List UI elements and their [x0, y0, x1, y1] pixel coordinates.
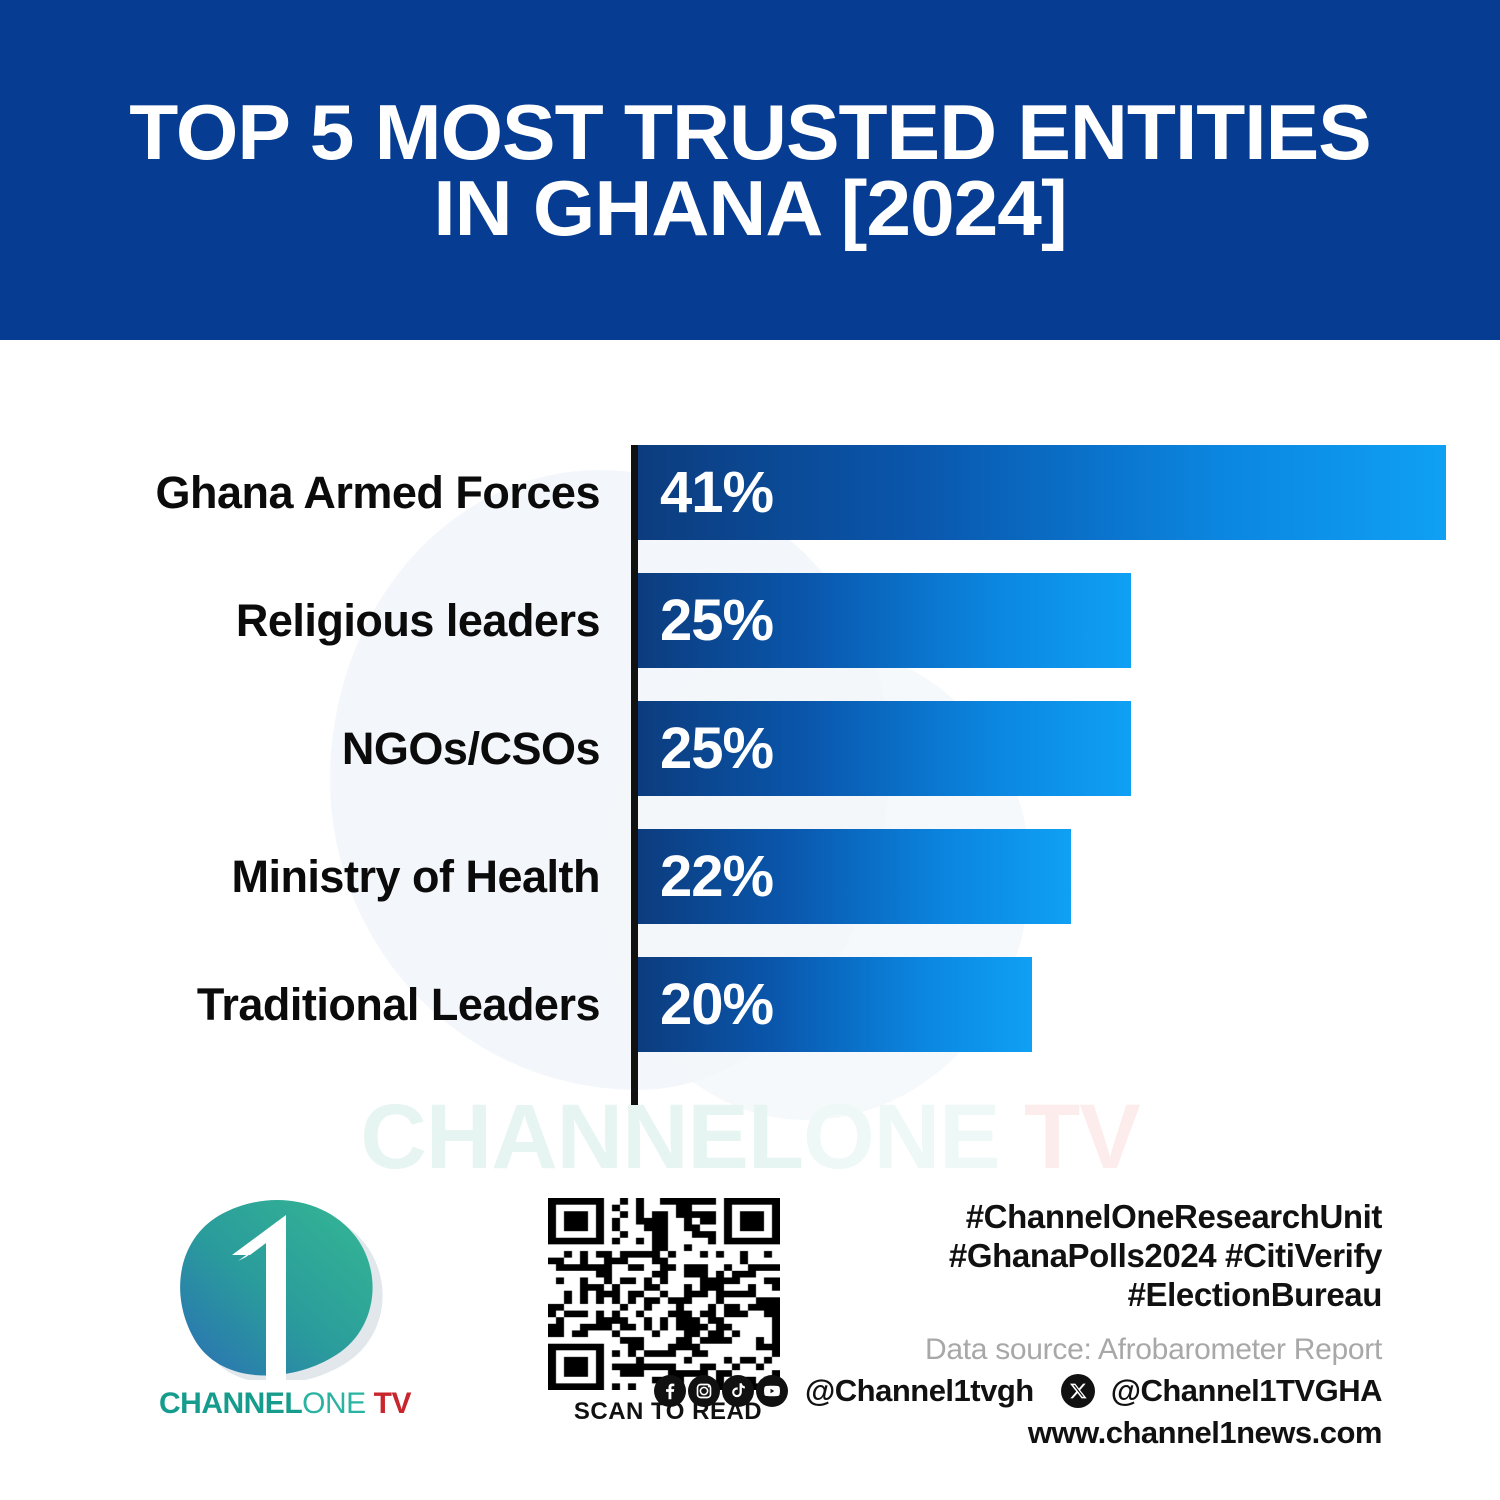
- bar-religious-leaders: 25%: [638, 573, 1131, 668]
- bar-traditional-leaders: 20%: [638, 957, 1032, 1052]
- bar-ngos-csos: 25%: [638, 701, 1131, 796]
- wordmark-tv: TV: [373, 1387, 412, 1420]
- footer-info-block: #ChannelOneResearchUnit #GhanaPolls2024 …: [654, 1198, 1383, 1451]
- bar-value-label: 25%: [660, 587, 774, 653]
- bar-category-label: Religious leaders: [235, 594, 601, 646]
- bar-value-label: 25%: [660, 715, 774, 781]
- watermark-channel-text: CHANNEL: [360, 1086, 804, 1188]
- bar-chart-row: Religious leaders 25%: [0, 573, 1500, 668]
- watermark-one-text: ONE: [803, 1086, 1000, 1188]
- bar-ministry-of-health: 22%: [638, 829, 1071, 924]
- watermark-tv-text: TV: [999, 1086, 1141, 1188]
- bar-category-label: Traditional Leaders: [196, 978, 601, 1030]
- hashtag-line-2: #GhanaPolls2024 #CitiVerify: [948, 1236, 1382, 1274]
- data-source-text: Data source: Afrobarometer Report: [925, 1332, 1382, 1366]
- x-twitter-icon[interactable]: [1060, 1373, 1095, 1408]
- bar-value-label: 22%: [660, 843, 774, 909]
- page-title: TOP 5 MOST TRUSTED ENTITIES IN GHANA [20…: [50, 93, 1451, 252]
- channel-one-watermark: CHANNELONE TV: [0, 1085, 1500, 1190]
- facebook-icon[interactable]: [654, 1374, 687, 1407]
- page-title-line-1: TOP 5 MOST TRUSTED ENTITIES: [129, 87, 1371, 176]
- bar-value-label: 20%: [660, 971, 774, 1037]
- horizontal-bar-chart: Ghana Armed Forces 41% Religious leaders 25…: [0, 430, 1500, 1120]
- bar-chart-row: Ministry of Health 22%: [0, 829, 1500, 924]
- wordmark-channel: CHANNEL: [158, 1387, 303, 1420]
- instagram-icon[interactable]: [688, 1374, 721, 1407]
- page-title-line-2: IN GHANA [2024]: [433, 164, 1067, 252]
- footer: CHANNELONE TV SCAN TO READ #ChannelOneRes…: [0, 1180, 1500, 1500]
- chart-axis-line: [631, 445, 638, 1105]
- header-banner: TOP 5 MOST TRUSTED ENTITIES IN GHANA [20…: [0, 0, 1500, 340]
- channel-one-wordmark: CHANNELONE TV: [140, 1387, 430, 1421]
- qr-code-image[interactable]: [548, 1198, 780, 1390]
- youtube-icon[interactable]: [756, 1374, 789, 1407]
- social-handle-main: @Channel1tvgh: [805, 1372, 1034, 1408]
- social-icon-group: [654, 1374, 789, 1407]
- social-handle-x: @Channel1TVGHA: [1110, 1372, 1383, 1408]
- hashtag-line-1: #ChannelOneResearchUnit: [965, 1198, 1383, 1235]
- qr-code-block[interactable]: SCAN TO READ: [548, 1198, 788, 1426]
- bar-chart-row: Traditional Leaders 20%: [0, 957, 1500, 1052]
- hashtag-line-3: #ElectionBureau: [1127, 1275, 1383, 1313]
- website-url: www.channel1news.com: [1027, 1414, 1383, 1450]
- bar-value-label: 41%: [660, 459, 774, 525]
- social-media-row: @Channel1tvgh @Channel1TVGHA: [654, 1372, 1383, 1409]
- bar-category-label: NGOs/CSOs: [341, 722, 601, 774]
- bar-chart-row: Ghana Armed Forces 41%: [0, 445, 1500, 540]
- channel-one-logo: CHANNELONE TV: [140, 1195, 430, 1445]
- wordmark-one: ONE: [302, 1387, 366, 1420]
- bar-category-label: Ministry of Health: [231, 850, 600, 902]
- channel-one-logo-mark: [180, 1199, 383, 1380]
- bar-chart-row: NGOs/CSOs 25%: [0, 701, 1500, 796]
- bar-category-label: Ghana Armed Forces: [155, 466, 601, 518]
- tiktok-icon[interactable]: [722, 1374, 755, 1407]
- bar-ghana-armed-forces: 41%: [638, 445, 1446, 540]
